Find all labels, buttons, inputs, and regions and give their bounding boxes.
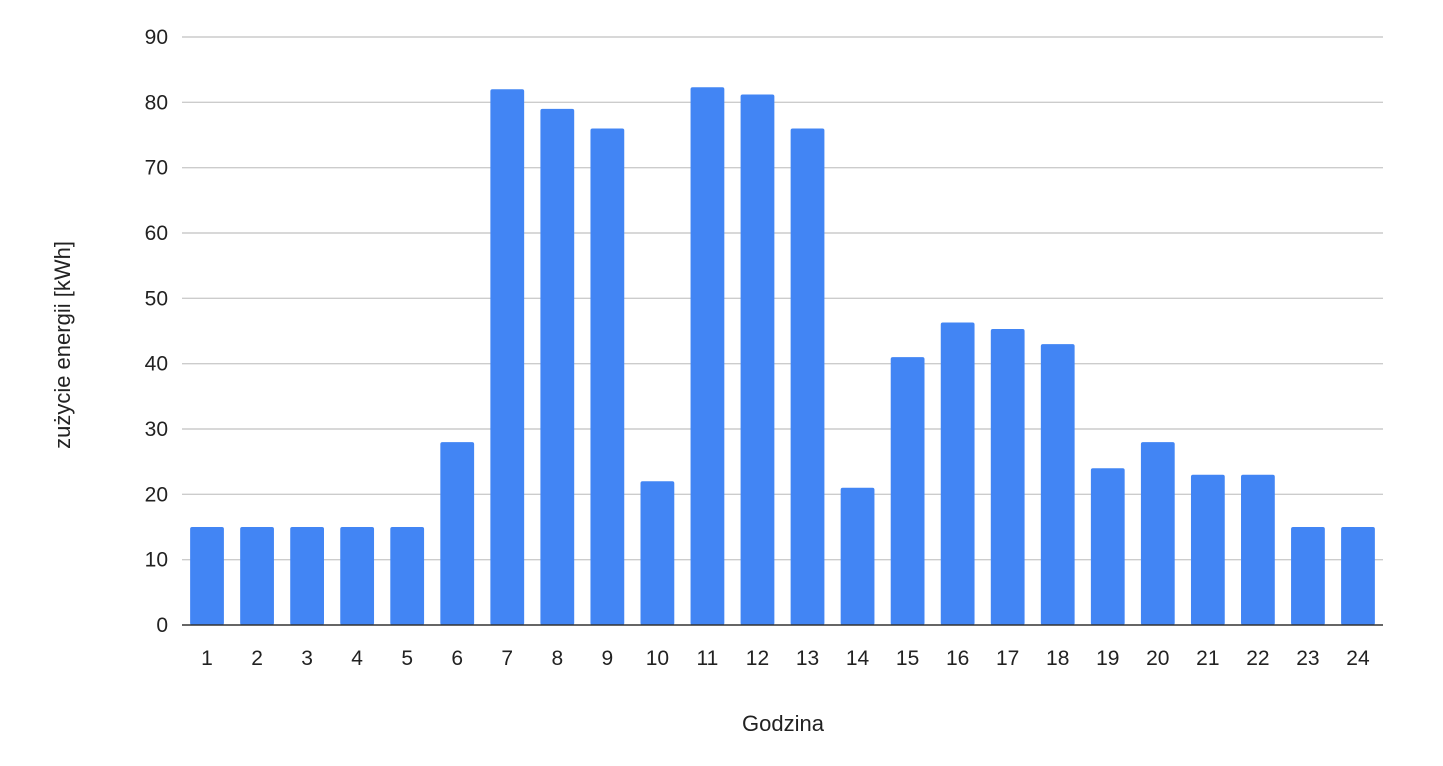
bar [1190,474,1225,625]
bar [890,357,925,625]
gridlines [182,36,1383,561]
x-tick-label: 3 [301,647,313,670]
y-tick-label: 70 [145,157,168,180]
bar [740,94,775,626]
y-axis-title: zużycie energii [kWh] [50,241,75,449]
x-tick-label: 12 [746,647,769,670]
x-tick-label: 18 [1046,647,1069,670]
bar [440,442,475,625]
x-tick-label: 5 [401,647,413,670]
bar [640,481,675,625]
x-tick-label: 14 [846,647,870,670]
bar [1341,527,1375,625]
x-tick-label: 16 [946,647,969,670]
bar [990,329,1025,625]
x-tick-label: 1 [201,647,213,670]
y-tick-label: 0 [156,614,168,637]
x-tick-label: 22 [1246,647,1269,670]
x-tick-label: 10 [646,647,669,670]
x-tick-label: 9 [602,647,614,670]
bar [690,87,725,625]
y-tick-label: 40 [145,353,168,376]
y-tick-label: 30 [145,418,168,441]
bar [1291,527,1325,625]
bar [590,128,625,625]
x-tick-label: 2 [251,647,263,670]
bar [840,487,875,625]
x-tick-label: 11 [697,647,719,670]
x-tick-label: 15 [896,647,919,670]
bar [190,527,224,625]
bar [340,527,375,625]
bar [1241,474,1275,625]
bar [240,527,274,625]
bar [390,527,425,625]
y-tick-labels: 0 10 20 30 40 50 60 70 80 90 [145,26,168,637]
bar [940,322,975,625]
x-axis-title: Godzina [742,711,825,736]
y-tick-label: 50 [145,287,168,310]
y-tick-label: 10 [145,549,168,572]
x-tick-label: 23 [1296,647,1319,670]
x-tick-label: 17 [996,647,1019,670]
bar [290,527,324,625]
x-tick-label: 4 [351,647,363,670]
x-tick-label: 24 [1346,647,1370,670]
y-tick-label: 20 [145,483,168,506]
bar [540,108,575,626]
bar [1040,344,1075,625]
bar [1090,468,1125,625]
y-tick-label: 60 [145,222,168,245]
y-tick-label: 80 [145,91,168,114]
x-tick-label: 19 [1096,647,1119,670]
x-tick-labels: 1 2 3 4 5 6 7 8 9 10 11 12 13 14 15 16 17 18 19 20 21 22 23 24 [201,647,1370,670]
x-tick-label: 6 [451,647,463,670]
bars [190,87,1375,626]
bar [490,89,525,625]
x-tick-label: 20 [1146,647,1169,670]
x-tick-label: 7 [501,647,513,670]
x-tick-label: 21 [1196,647,1219,670]
y-tick-label: 90 [145,26,168,49]
x-tick-label: 8 [551,647,563,670]
x-tick-label: 13 [796,647,819,670]
bar [1140,442,1175,625]
bar [790,128,825,625]
